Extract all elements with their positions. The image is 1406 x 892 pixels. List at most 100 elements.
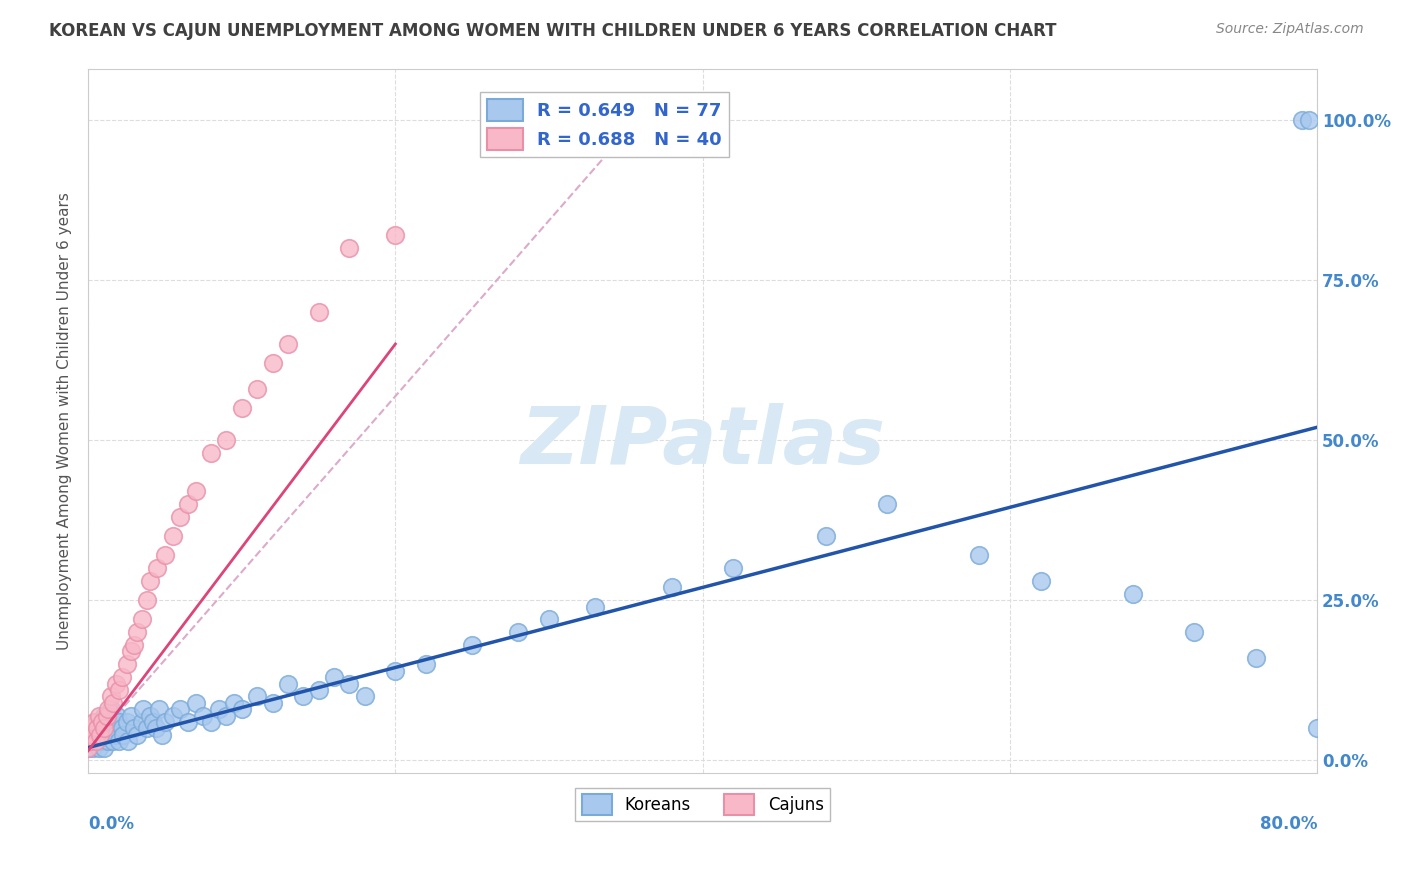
- Point: [162, 529, 184, 543]
- Point: [177, 497, 200, 511]
- Point: [415, 657, 437, 672]
- Text: ZIPatlas: ZIPatlas: [520, 403, 886, 481]
- Text: Source: ZipAtlas.com: Source: ZipAtlas.com: [1216, 22, 1364, 37]
- Point: [337, 676, 360, 690]
- Point: [108, 682, 131, 697]
- Point: [84, 714, 107, 729]
- Point: [337, 241, 360, 255]
- Point: [82, 728, 104, 742]
- Point: [77, 740, 100, 755]
- Point: [83, 714, 105, 729]
- Legend: Koreans, Cajuns: Koreans, Cajuns: [575, 788, 831, 822]
- Point: [1291, 112, 1313, 127]
- Point: [131, 612, 153, 626]
- Point: [308, 305, 330, 319]
- Point: [120, 708, 142, 723]
- Point: [169, 702, 191, 716]
- Point: [193, 708, 215, 723]
- Point: [101, 734, 124, 748]
- Text: 0.0%: 0.0%: [89, 815, 134, 833]
- Point: [105, 708, 128, 723]
- Point: [1306, 722, 1329, 736]
- Point: [79, 734, 101, 748]
- Point: [262, 696, 284, 710]
- Point: [80, 728, 103, 742]
- Point: [323, 670, 346, 684]
- Point: [93, 708, 115, 723]
- Point: [148, 702, 170, 716]
- Point: [104, 676, 127, 690]
- Point: [246, 690, 269, 704]
- Point: [122, 722, 145, 736]
- Point: [353, 690, 375, 704]
- Point: [131, 714, 153, 729]
- Point: [104, 728, 127, 742]
- Point: [967, 549, 990, 563]
- Point: [1244, 651, 1267, 665]
- Point: [127, 625, 149, 640]
- Point: [876, 497, 898, 511]
- Point: [111, 722, 134, 736]
- Point: [150, 728, 173, 742]
- Point: [111, 670, 134, 684]
- Point: [91, 734, 114, 748]
- Point: [80, 722, 103, 736]
- Point: [1182, 625, 1205, 640]
- Point: [1122, 587, 1144, 601]
- Point: [184, 696, 207, 710]
- Point: [308, 682, 330, 697]
- Point: [222, 696, 245, 710]
- Point: [200, 446, 222, 460]
- Point: [101, 696, 124, 710]
- Point: [208, 702, 231, 716]
- Point: [200, 714, 222, 729]
- Point: [100, 728, 122, 742]
- Point: [93, 728, 115, 742]
- Point: [84, 734, 107, 748]
- Point: [86, 728, 108, 742]
- Point: [583, 599, 606, 614]
- Point: [153, 549, 176, 563]
- Point: [169, 510, 191, 524]
- Point: [87, 740, 110, 755]
- Point: [117, 734, 139, 748]
- Point: [120, 644, 142, 658]
- Point: [262, 356, 284, 370]
- Point: [89, 728, 111, 742]
- Point: [138, 708, 160, 723]
- Text: KOREAN VS CAJUN UNEMPLOYMENT AMONG WOMEN WITH CHILDREN UNDER 6 YEARS CORRELATION: KOREAN VS CAJUN UNEMPLOYMENT AMONG WOMEN…: [49, 22, 1057, 40]
- Point: [135, 722, 157, 736]
- Point: [153, 714, 176, 729]
- Point: [97, 734, 120, 748]
- Point: [537, 612, 560, 626]
- Point: [814, 529, 837, 543]
- Point: [97, 702, 120, 716]
- Point: [145, 722, 167, 736]
- Point: [292, 690, 315, 704]
- Point: [246, 382, 269, 396]
- Point: [215, 433, 238, 447]
- Y-axis label: Unemployment Among Women with Children Under 6 years: Unemployment Among Women with Children U…: [58, 192, 72, 649]
- Point: [1298, 112, 1320, 127]
- Point: [98, 714, 121, 729]
- Point: [84, 734, 107, 748]
- Point: [93, 740, 115, 755]
- Point: [100, 702, 122, 716]
- Point: [231, 401, 253, 415]
- Point: [384, 664, 406, 678]
- Point: [277, 676, 299, 690]
- Point: [115, 714, 138, 729]
- Point: [215, 708, 238, 723]
- Point: [86, 722, 108, 736]
- Point: [108, 734, 131, 748]
- Point: [87, 708, 110, 723]
- Point: [100, 690, 122, 704]
- Point: [115, 657, 138, 672]
- Point: [184, 484, 207, 499]
- Point: [108, 714, 131, 729]
- Point: [461, 638, 484, 652]
- Point: [96, 708, 118, 723]
- Point: [91, 714, 114, 729]
- Point: [77, 740, 100, 755]
- Point: [83, 722, 105, 736]
